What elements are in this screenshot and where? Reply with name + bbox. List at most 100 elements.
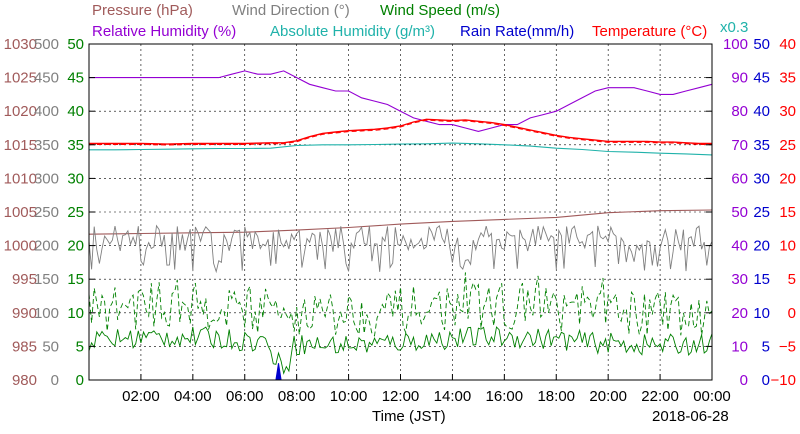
tick-label-temperature: 25 (779, 137, 796, 154)
series-layer (88, 70, 713, 381)
tick-label-pressure: 980 (12, 372, 37, 389)
tick-label-pressure: 990 (12, 305, 37, 322)
series-temperature (89, 118, 712, 145)
tick-label-wind-direction: 150 (34, 271, 59, 288)
tick-label-pressure: 1000 (4, 238, 37, 255)
x-tick-label: 18:00 (537, 388, 575, 405)
tick-label-wind-speed: 10 (67, 305, 84, 322)
left-axes: 9809859909951000100510101015102010251030… (4, 36, 95, 389)
tick-label-temperature: 40 (779, 36, 796, 53)
tick-label-temperature: 5 (788, 271, 796, 288)
series-wind-speed-mean (88, 326, 713, 375)
tick-label-pressure: 1030 (4, 36, 37, 53)
tick-label-rain-rate: 45 (753, 70, 770, 87)
legend-pressure: Pressure (hPa) (92, 2, 193, 19)
tick-label-wind-direction: 300 (34, 170, 59, 187)
tick-label-pressure: 1005 (4, 204, 37, 221)
tick-label-rain-rate: 30 (753, 170, 770, 187)
tick-label-pressure: 1020 (4, 103, 37, 120)
tick-label-wind-speed: 40 (67, 103, 84, 120)
tick-label-humidity: 20 (731, 305, 748, 322)
legend-row-2: Relative Humidity (%) Absolute Humidity … (92, 19, 748, 40)
legend-rain-rate: Rain Rate(mm/h) (460, 23, 574, 40)
x-tick-label: 02:00 (122, 388, 160, 405)
tick-label-temperature: 35 (779, 70, 796, 87)
tick-label-rain-rate: 35 (753, 137, 770, 154)
tick-label-wind-direction: 200 (34, 238, 59, 255)
legend-temperature: Temperature (°C) (592, 23, 707, 40)
x-axis-title: Time (JST) (372, 408, 446, 425)
legend-wind-speed: Wind Speed (m/s) (380, 2, 500, 19)
tick-label-humidity: 60 (731, 170, 748, 187)
series-wind-direction (88, 224, 713, 274)
tick-label-temperature: −10 (771, 372, 796, 389)
series-temperature-secondary (89, 119, 712, 146)
x-tick-label: 10:00 (330, 388, 368, 405)
tick-label-wind-speed: 0 (76, 372, 84, 389)
tick-label-wind-speed: 50 (67, 36, 84, 53)
x-axis: 02:00 04:00 06:00 08:00 10:00 12:00 14:00 16:00… (122, 374, 731, 405)
tick-label-wind-speed: 25 (67, 204, 84, 221)
tick-label-humidity: 10 (731, 338, 748, 355)
tick-label-wind-direction: 0 (51, 372, 59, 389)
tick-label-humidity: 50 (731, 204, 748, 221)
tick-label-rain-rate: 25 (753, 204, 770, 221)
x-tick-label: 16:00 (486, 388, 524, 405)
tick-label-wind-direction: 50 (42, 338, 59, 355)
tick-label-wind-speed: 5 (76, 338, 84, 355)
tick-label-humidity: 100 (723, 36, 748, 53)
date-label: 2018-06-28 (652, 408, 729, 425)
tick-label-humidity: 30 (731, 271, 748, 288)
tick-label-rain-rate: 0 (762, 372, 770, 389)
tick-label-wind-direction: 350 (34, 137, 59, 154)
tick-label-pressure: 1010 (4, 170, 37, 187)
tick-label-temperature: −5 (779, 338, 796, 355)
x-tick-label: 22:00 (641, 388, 679, 405)
x-tick-label: 12:00 (382, 388, 420, 405)
tick-label-wind-direction: 450 (34, 70, 59, 87)
tick-label-humidity: 70 (731, 137, 748, 154)
tick-label-rain-rate: 10 (753, 305, 770, 322)
tick-label-wind-speed: 30 (67, 170, 84, 187)
series-relative-humidity (89, 70, 713, 132)
tick-label-rain-rate: 50 (753, 36, 770, 53)
tick-label-rain-rate: 40 (753, 103, 770, 120)
tick-label-pressure: 995 (12, 271, 37, 288)
tick-label-rain-rate: 5 (762, 338, 770, 355)
series-pressure (88, 209, 713, 235)
tick-label-wind-direction: 100 (34, 305, 59, 322)
tick-label-wind-direction: 500 (34, 36, 59, 53)
tick-label-wind-direction: 400 (34, 103, 59, 120)
right-axes: 0102030405060708090100051015202530354045… (706, 36, 796, 389)
tick-label-temperature: 0 (788, 305, 796, 322)
tick-label-wind-speed: 45 (67, 70, 84, 87)
tick-label-wind-speed: 35 (67, 137, 84, 154)
x-tick-label: 08:00 (278, 388, 316, 405)
legend-wind-direction: Wind Direction (°) (232, 2, 350, 19)
legend-absolute-humidity: Absolute Humidity (g/m³) (270, 23, 435, 40)
x-tick-label: 06:00 (226, 388, 264, 405)
legend-relative-humidity: Relative Humidity (%) (92, 23, 236, 40)
x-tick-label: 20:00 (589, 388, 627, 405)
x-tick-label: 14:00 (434, 388, 472, 405)
x-tick-label: 00:00 (693, 388, 731, 405)
tick-label-humidity: 90 (731, 70, 748, 87)
tick-label-temperature: 30 (779, 103, 796, 120)
tick-label-humidity: 0 (740, 372, 748, 389)
tick-label-rain-rate: 15 (753, 271, 770, 288)
tick-label-temperature: 15 (779, 204, 796, 221)
tick-label-wind-speed: 20 (67, 238, 84, 255)
tick-label-pressure: 985 (12, 338, 37, 355)
tick-label-humidity: 40 (731, 238, 748, 255)
legend-row-1: Pressure (hPa) Wind Direction (°) Wind S… (92, 2, 500, 19)
x-tick-label: 04:00 (174, 388, 212, 405)
series-wind-speed-gust (88, 272, 713, 337)
tick-label-temperature: 10 (779, 238, 796, 255)
tick-label-humidity: 80 (731, 103, 748, 120)
tick-label-wind-speed: 15 (67, 271, 84, 288)
tick-label-pressure: 1025 (4, 70, 37, 87)
series-absolute-humidity (89, 142, 713, 156)
tick-label-temperature: 20 (779, 170, 796, 187)
